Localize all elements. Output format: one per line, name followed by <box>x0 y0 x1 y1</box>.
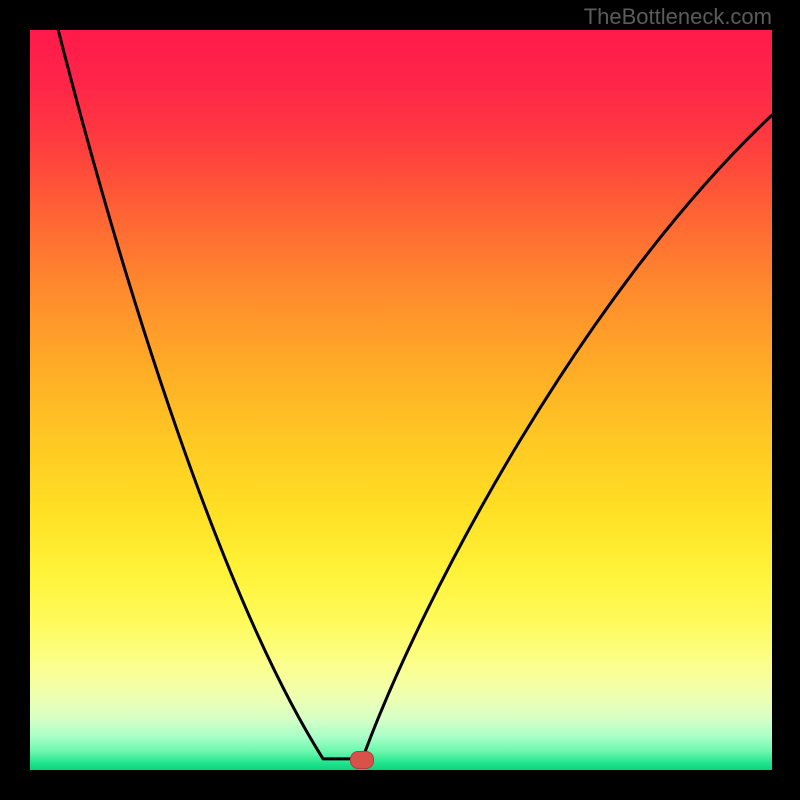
curve-layer <box>30 30 772 770</box>
bottleneck-curve <box>58 30 772 759</box>
minimum-marker <box>350 751 374 769</box>
watermark-text: TheBottleneck.com <box>584 4 772 30</box>
plot-area <box>30 30 772 770</box>
chart-root: TheBottleneck.com <box>0 0 800 800</box>
